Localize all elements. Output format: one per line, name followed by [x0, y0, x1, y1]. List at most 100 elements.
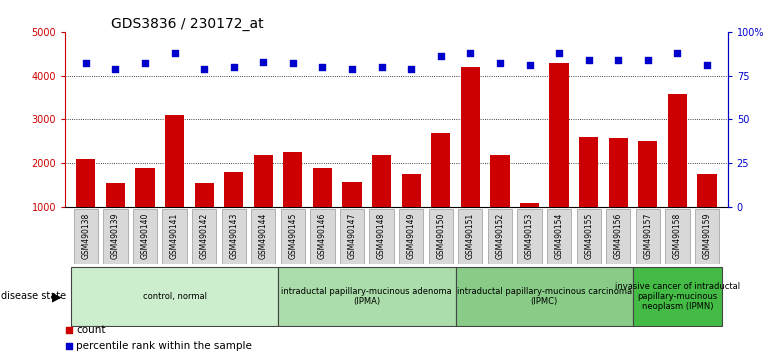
- Bar: [666, 209, 689, 264]
- Text: disease state: disease state: [1, 291, 66, 302]
- Text: GSM490148: GSM490148: [377, 213, 386, 259]
- Point: [169, 50, 181, 56]
- Point: [286, 61, 299, 66]
- Text: GDS3836 / 230172_at: GDS3836 / 230172_at: [112, 17, 264, 31]
- Bar: [133, 209, 157, 264]
- Text: GSM490152: GSM490152: [496, 213, 505, 259]
- Text: GSM490145: GSM490145: [288, 213, 297, 259]
- Text: GSM490158: GSM490158: [673, 213, 682, 259]
- Bar: [221, 209, 246, 264]
- Point: [612, 57, 624, 63]
- Bar: [76, 159, 96, 207]
- Bar: [340, 209, 364, 264]
- Bar: [579, 137, 598, 207]
- Bar: [636, 209, 660, 264]
- Bar: [547, 209, 571, 264]
- Point: [110, 66, 122, 72]
- Point: [139, 61, 151, 66]
- Point: [642, 57, 654, 63]
- Bar: [254, 154, 273, 207]
- Text: GSM490147: GSM490147: [348, 213, 356, 259]
- Text: GSM490138: GSM490138: [81, 213, 90, 259]
- Point: [464, 50, 476, 56]
- Text: GSM490155: GSM490155: [584, 213, 593, 259]
- Point: [257, 59, 270, 64]
- Bar: [313, 168, 332, 207]
- Text: GSM490154: GSM490154: [555, 213, 564, 259]
- Point: [671, 50, 683, 56]
- Point: [405, 66, 417, 72]
- Text: GSM490141: GSM490141: [170, 213, 179, 259]
- Bar: [549, 63, 568, 207]
- Text: GSM490159: GSM490159: [702, 213, 712, 259]
- Bar: [456, 267, 633, 326]
- Bar: [638, 141, 657, 207]
- Bar: [668, 94, 687, 207]
- Bar: [606, 209, 630, 264]
- Bar: [136, 168, 155, 207]
- Bar: [429, 209, 453, 264]
- Bar: [399, 209, 424, 264]
- Point: [523, 62, 535, 68]
- Point: [583, 57, 595, 63]
- Text: GSM490149: GSM490149: [407, 213, 416, 259]
- Bar: [162, 209, 187, 264]
- Bar: [224, 172, 244, 207]
- Bar: [283, 152, 303, 207]
- Text: percentile rank within the sample: percentile rank within the sample: [76, 341, 252, 351]
- Text: intraductal papillary-mucinous adenoma
(IPMA): intraductal papillary-mucinous adenoma (…: [281, 287, 452, 306]
- Point: [553, 50, 565, 56]
- Text: ▶: ▶: [52, 290, 62, 303]
- Text: GSM490156: GSM490156: [614, 213, 623, 259]
- Point: [494, 61, 506, 66]
- Bar: [195, 183, 214, 207]
- Text: count: count: [76, 325, 106, 335]
- Bar: [251, 209, 276, 264]
- Bar: [401, 174, 421, 207]
- Bar: [577, 209, 601, 264]
- Bar: [342, 182, 362, 207]
- Bar: [192, 209, 216, 264]
- Bar: [165, 115, 184, 207]
- Text: GSM490144: GSM490144: [259, 213, 268, 259]
- Text: GSM490140: GSM490140: [140, 213, 149, 259]
- Bar: [369, 209, 394, 264]
- Text: GSM490143: GSM490143: [229, 213, 238, 259]
- Text: intraductal papillary-mucinous carcinoma
(IPMC): intraductal papillary-mucinous carcinoma…: [457, 287, 632, 306]
- Bar: [520, 203, 539, 207]
- Text: GSM490150: GSM490150: [437, 213, 445, 259]
- Text: invasive cancer of intraductal
papillary-mucinous
neoplasm (IPMN): invasive cancer of intraductal papillary…: [615, 281, 740, 312]
- Bar: [490, 154, 509, 207]
- Point: [316, 64, 329, 70]
- Point: [228, 64, 240, 70]
- Point: [346, 66, 358, 72]
- Bar: [458, 209, 483, 264]
- Bar: [697, 174, 717, 207]
- Bar: [633, 267, 722, 326]
- Bar: [278, 267, 456, 326]
- Text: control, normal: control, normal: [142, 292, 207, 301]
- Text: GSM490139: GSM490139: [111, 213, 120, 259]
- Text: GSM490153: GSM490153: [525, 213, 534, 259]
- Bar: [103, 209, 127, 264]
- Point: [63, 327, 75, 333]
- Point: [80, 61, 92, 66]
- Point: [375, 64, 388, 70]
- Text: GSM490146: GSM490146: [318, 213, 327, 259]
- Text: GSM490142: GSM490142: [200, 213, 208, 259]
- Point: [701, 62, 713, 68]
- Bar: [281, 209, 305, 264]
- Bar: [372, 154, 391, 207]
- Bar: [488, 209, 512, 264]
- Bar: [517, 209, 542, 264]
- Bar: [695, 209, 719, 264]
- Point: [63, 343, 75, 349]
- Bar: [106, 183, 125, 207]
- Bar: [431, 133, 450, 207]
- Bar: [310, 209, 335, 264]
- Point: [198, 66, 210, 72]
- Bar: [74, 209, 98, 264]
- Bar: [460, 67, 480, 207]
- Point: [434, 53, 447, 59]
- Text: GSM490151: GSM490151: [466, 213, 475, 259]
